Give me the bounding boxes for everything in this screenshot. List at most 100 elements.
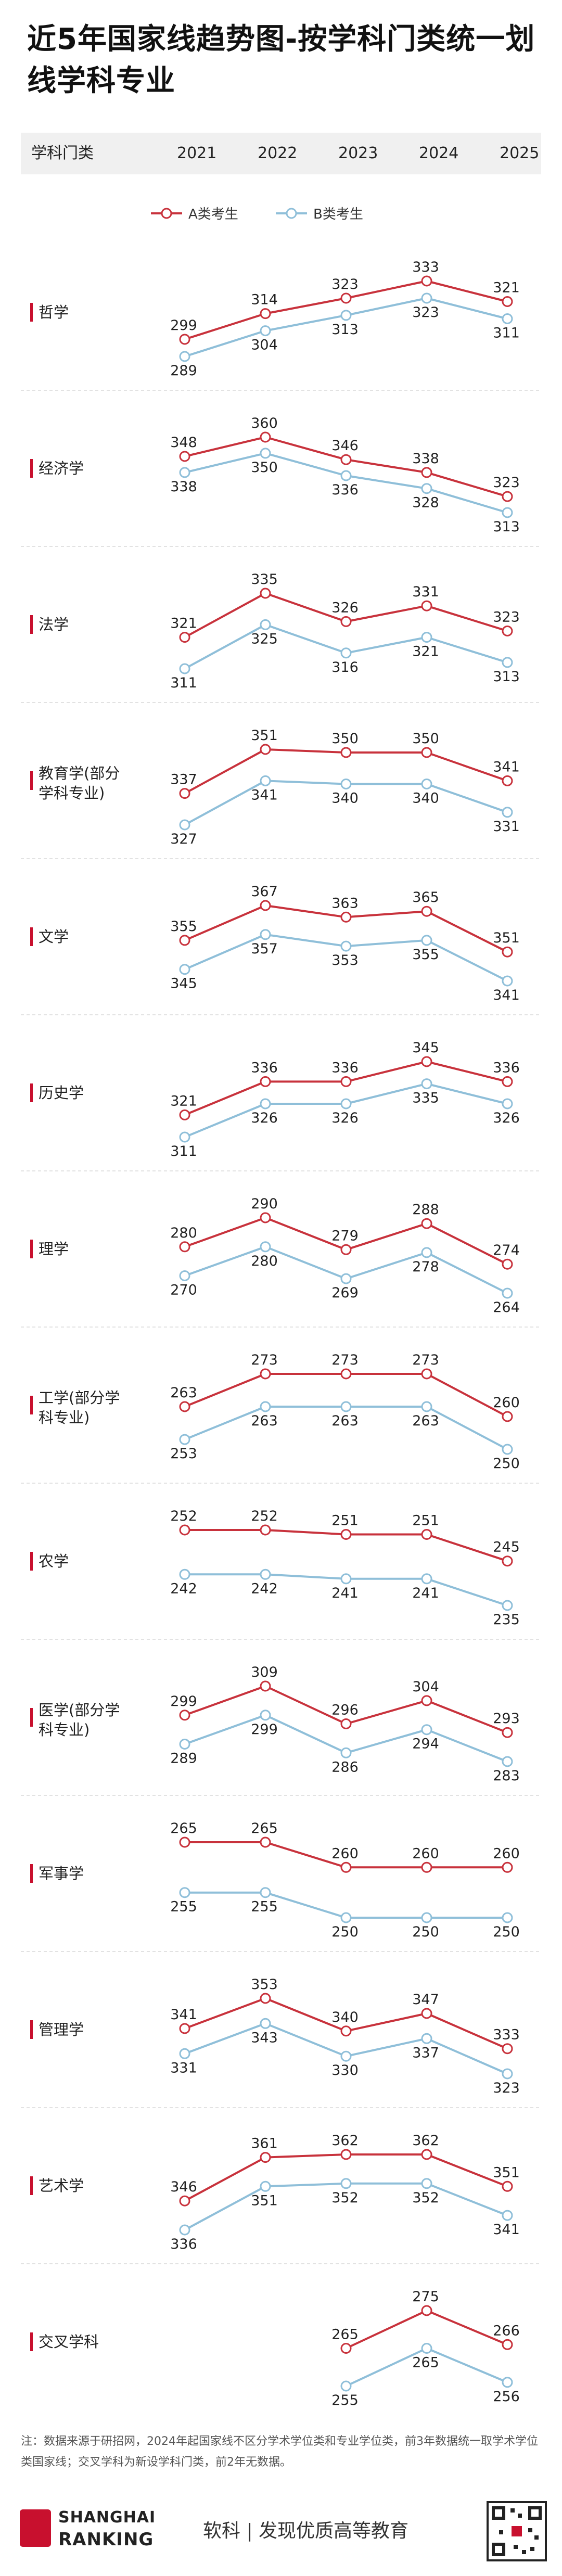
series-b-data-label: 352 [412,2190,439,2206]
series-a-data-label: 321 [493,280,520,296]
series-b-point [421,1247,432,1258]
series-b-data-label: 304 [251,337,278,353]
category-label: 管理学 [39,2021,84,2038]
qr-code-icon [487,2501,547,2561]
series-b-data-label: 313 [331,322,359,338]
category-marker [30,615,33,634]
category-marker [30,1708,33,1727]
series-b-point [421,2033,432,2044]
series-b-point [502,975,513,987]
category-marker [30,1864,33,1883]
series-a-data-label: 333 [412,259,439,275]
series-a-point [260,1076,271,1087]
series-b-data-label: 313 [493,669,520,685]
series-a-point [421,2008,432,2019]
series-a-data-label: 333 [493,2027,520,2043]
series-b-data-label: 326 [251,1110,278,1126]
series-a-data-label: 260 [412,1845,439,1861]
series-b-point [260,2180,271,2192]
series-b-point [502,1098,513,1110]
series-b-data-label: 340 [331,790,359,807]
series-b-point [340,1912,352,1923]
series-a-point [179,1241,190,1253]
series-a-point [179,632,190,643]
series-a-point [502,491,513,502]
series-a-data-label: 299 [170,1693,197,1710]
series-b-point [340,1573,352,1585]
series-a-point [502,2180,513,2192]
series-b-data-label: 289 [170,1751,197,1767]
category-label-line2: 科专业) [39,1409,90,1426]
series-b-point [421,292,432,304]
series-b-data-label: 321 [412,644,439,660]
category-label: 历史学 [39,1084,84,1102]
series-b-data-label: 241 [412,1585,439,1601]
series-a-point [502,1411,513,1422]
series-b-data-label: 355 [412,947,439,963]
series-a-data-label: 350 [331,731,359,747]
series-b-point [179,2048,190,2059]
category-label: 哲学 [39,303,69,321]
series-b-data-label: 250 [331,1924,359,1940]
panel-1: 经济学 348 360 346 338 323 338 350 336 328 313 [21,390,541,535]
series-a-point [502,2043,513,2055]
series-a-data-label: 362 [331,2133,359,2149]
series-b-point [502,1912,513,1923]
series-a-point [421,2149,432,2160]
series-b-data-label: 330 [331,2062,359,2078]
series-a-point [340,2343,352,2354]
series-a-point [502,2339,513,2350]
series-b-point [179,467,190,478]
series-b-point [179,1270,190,1281]
series-a-point [502,1555,513,1567]
category-label: 教育学(部分 [39,764,120,782]
series-a-data-label: 335 [251,571,278,588]
series-b-point [340,779,352,789]
page-title: 近5年国家线趋势图-按学科门类统一划线学科专业 [27,22,535,98]
series-a-point [502,1861,513,1873]
series-a-point [340,1718,352,1729]
series-b-point [421,1573,432,1585]
series-b-point [340,1401,352,1412]
series-b-point [502,807,513,818]
series-a-data-label: 351 [493,930,520,946]
series-a-point [260,1680,271,1692]
series-a-point [179,1401,190,1412]
series-b-point [502,1287,513,1299]
series-b-point [179,663,190,674]
series-a-data-label: 346 [170,2179,197,2195]
series-a-point [340,616,352,627]
series-a-data-label: 336 [251,1060,278,1076]
series-a-data-label: 360 [251,415,278,431]
year-header-2025: 2025 [500,144,540,162]
logo-text-shanghai: SHANGHAI [58,2508,156,2527]
series-b-data-label: 340 [412,790,439,807]
series-a-data-label: 351 [251,728,278,744]
category-marker [30,1240,33,1258]
series-b-data-label: 326 [331,1110,359,1126]
series-a-data-label: 251 [412,1513,439,1529]
series-b-data-label: 331 [170,2060,197,2076]
series-a-data-label: 273 [331,1352,359,1368]
series-a-point [340,1244,352,1255]
panel-12: 艺术学 346 361 362 362 351 336 351 352 352 341 [21,2107,541,2252]
series-a-data-label: 361 [251,2136,278,2152]
series-a-point [179,1109,190,1120]
series-a-data-label: 265 [331,2327,359,2343]
series-a-point [260,1837,271,1848]
series-a-point [340,1076,352,1087]
series-a-data-label: 274 [493,1242,520,1258]
series-b-data-label: 345 [170,976,197,992]
series-a-data-label: 326 [331,600,359,616]
year-header-2022: 2022 [258,144,298,162]
series-a-point [340,292,352,304]
series-a-point [179,1710,190,1721]
series-b-data-label: 242 [170,1580,197,1597]
series-b-data-label: 241 [331,1585,359,1601]
series-b-data-label: 263 [251,1413,278,1429]
panel-8: 农学 252 252 251 251 245 242 242 241 241 235 [21,1483,541,1628]
series-a-point [421,1056,432,1067]
series-b-data-label: 323 [493,2080,520,2096]
